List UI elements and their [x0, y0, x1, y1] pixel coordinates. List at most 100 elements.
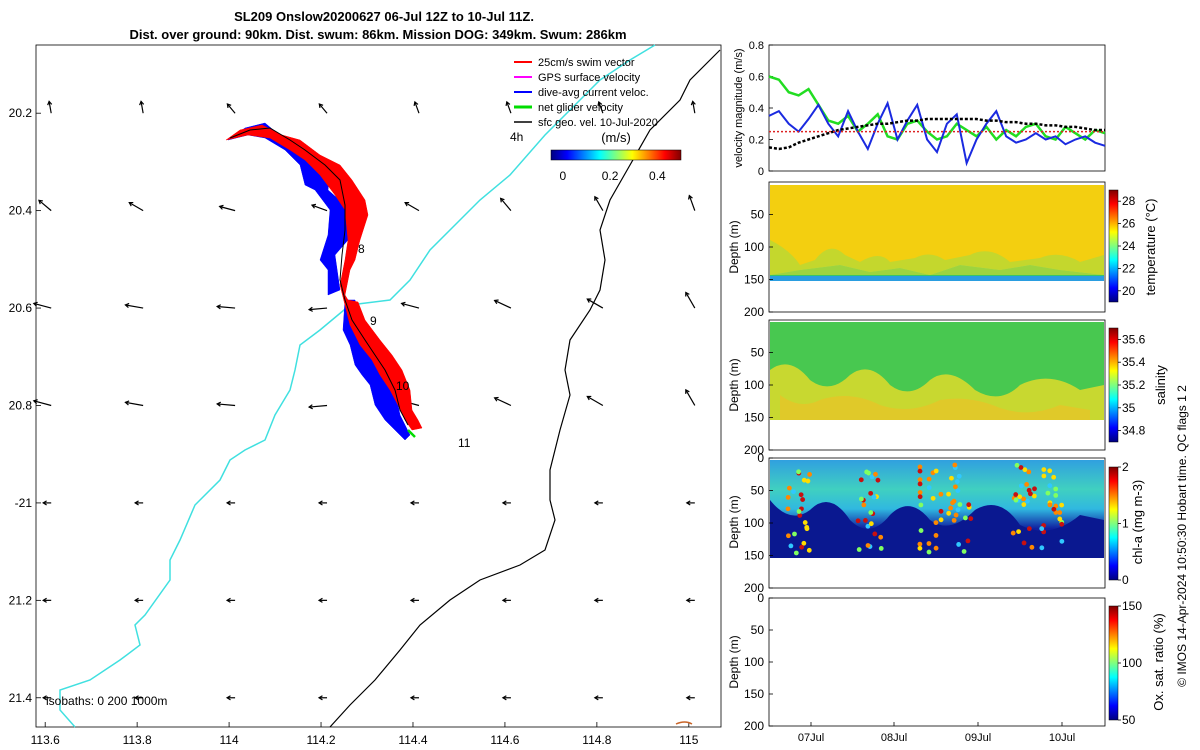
map-y-tick-label: 21.2: [9, 593, 33, 607]
temperature-cbar-tick-label: 20: [1122, 284, 1136, 298]
geo-arrow: [598, 101, 604, 114]
legend-scale-4h: 4h: [510, 130, 523, 144]
chla-dot: [868, 510, 874, 515]
temperature-colorbar: [1108, 189, 1119, 303]
oxygen-y-tick-label: 0: [757, 591, 764, 605]
geo-arrow-head: [685, 291, 690, 297]
geo-arrow-head: [32, 301, 38, 307]
legend-geo: sfc geo. vel. 10-Jul-2020: [538, 117, 658, 129]
geo-arrow-head: [409, 500, 415, 506]
geo-arrow-head: [128, 201, 134, 207]
map-panel: 113.6 113.8 114 114.2 114.4 114.6 114.8 115 20.…: [9, 44, 722, 747]
chla-dot: [865, 543, 871, 548]
geo-arrow: [33, 400, 52, 407]
chla-dot: [1018, 483, 1024, 489]
chla-ylabel: Depth (m): [727, 495, 741, 548]
chla-dot: [1051, 474, 1057, 480]
chla-dot: [858, 477, 864, 483]
chla-dot: [864, 469, 870, 475]
geo-arrow-head: [42, 500, 47, 506]
salinity-y-tick-label: 200: [744, 443, 764, 457]
geo-arrow-head: [215, 304, 222, 310]
chla-dot: [807, 472, 813, 477]
chla-dot: [933, 533, 939, 538]
chla-dot: [1021, 540, 1027, 546]
geo-arrow: [692, 101, 696, 114]
chla-dot: [798, 492, 804, 498]
chla-dot: [926, 541, 932, 546]
geo-arrow: [125, 401, 144, 407]
geo-arrow-head: [685, 500, 691, 506]
chla-dot: [1032, 486, 1037, 492]
legend-dive: dive-avg current veloc.: [538, 87, 649, 99]
velocity-y-tick-label: 0.6: [749, 72, 764, 84]
geo-arrow-head: [225, 597, 231, 603]
chla-dot: [1021, 502, 1027, 507]
day-label-8: 8: [358, 242, 365, 256]
geo-arrow-head: [586, 298, 592, 303]
legend-net: net glider velocity: [538, 102, 623, 114]
oxygen-y-tick-label: 50: [751, 623, 765, 637]
chla-deep-field: [770, 500, 1104, 558]
isobath-label: isobaths: 0 200 1000m: [46, 694, 167, 708]
geo-arrow-head: [317, 695, 323, 701]
geo-arrow-head: [597, 100, 603, 106]
chla-dot: [933, 545, 939, 551]
geo-arrow: [414, 101, 420, 114]
chla-dot: [1053, 493, 1059, 498]
geo-arrow-head: [317, 500, 323, 506]
chla-dot: [1017, 494, 1023, 500]
map-x-tick-label: 115: [679, 733, 698, 747]
chla-dot: [938, 491, 944, 497]
chla-dot: [806, 547, 812, 553]
chla-dot: [786, 485, 792, 491]
geo-arrow-head: [42, 597, 47, 603]
geo-arrow: [401, 302, 420, 309]
chla-dot: [873, 471, 878, 477]
coastline-0m: [59, 44, 656, 728]
chla-dot: [1027, 491, 1033, 497]
geo-arrow: [688, 195, 696, 211]
map-x-tick-label: 114.8: [582, 733, 611, 747]
chla-dot: [872, 531, 878, 537]
chla-dot: [1059, 502, 1065, 508]
temperature-ylabel: Depth (m): [727, 220, 741, 273]
geo-arrow-head: [409, 695, 415, 701]
chla-dot: [968, 516, 974, 522]
salinity-y-tick-label: 50: [751, 346, 765, 360]
geo-arrow-head: [413, 100, 419, 106]
chla-dot: [868, 521, 874, 527]
geo-arrow: [128, 202, 144, 212]
chla-dot: [788, 543, 794, 549]
geo-arrow-head: [594, 195, 599, 201]
chla-dot: [955, 488, 961, 493]
temperature-upper-field: [770, 185, 1104, 275]
chla-dot: [965, 538, 971, 544]
map-colorbar-label: (m/s): [601, 130, 631, 145]
chla-dot: [917, 541, 923, 547]
map-y-tick-label: 20.2: [9, 106, 33, 120]
chla-dot: [1045, 490, 1051, 496]
geo-arrow-head: [493, 396, 499, 402]
chla-dot: [865, 523, 871, 529]
geo-arrow-head: [593, 597, 599, 603]
chla-dot: [871, 494, 877, 500]
geo-arrow-head: [133, 695, 139, 701]
map-y-axis: 20.2 20.4 20.6 20.8 -21 21.2 21.4: [9, 106, 41, 705]
geo-arrow: [226, 103, 236, 114]
geo-arrow: [318, 103, 328, 114]
chla-dot: [1041, 467, 1047, 472]
temperature-cbar-tick-label: 26: [1122, 217, 1136, 231]
chla-dot: [917, 490, 923, 495]
chla-dot: [926, 549, 932, 555]
chla-y-tick-label: 50: [751, 484, 765, 498]
velocity-panel: 0 0.2 0.4 0.6 0.8 velocity magnitude (m/s): [733, 40, 1106, 178]
legend-gps: GPS surface velocity: [538, 72, 641, 84]
chla-dot: [1022, 467, 1028, 473]
net-glider-velocity-end: [407, 429, 416, 438]
geo-arrow-head: [586, 395, 592, 401]
geo-arrow-head: [38, 199, 43, 205]
chla-dot: [946, 510, 952, 516]
chla-dot: [1047, 468, 1053, 474]
geo-arrow: [500, 197, 512, 212]
